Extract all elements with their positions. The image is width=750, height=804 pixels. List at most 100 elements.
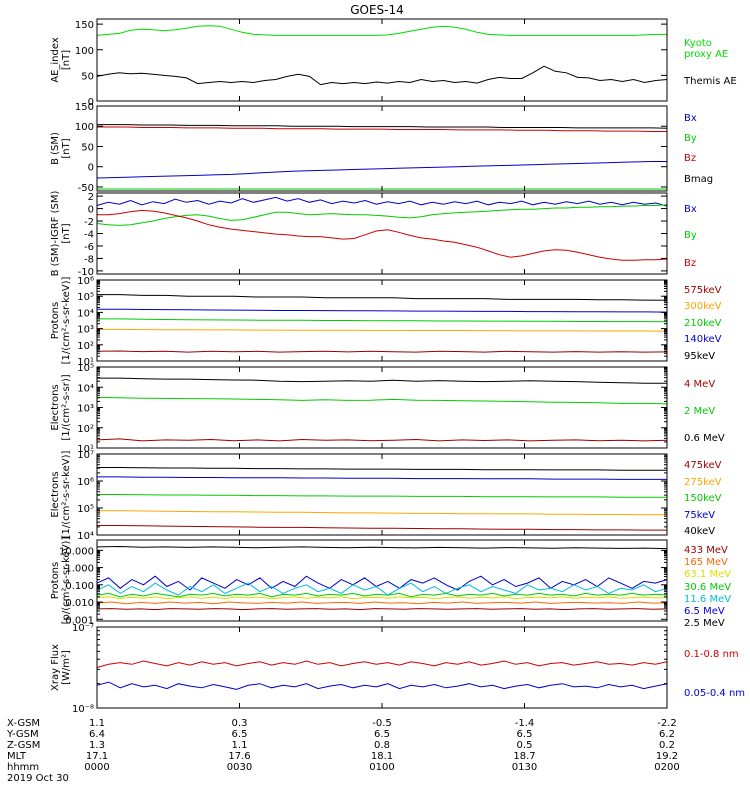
legend-entry: 63.1 MeV xyxy=(684,569,731,580)
panel-4: 10¹ 10² 10³ 10⁴ 10⁵ 10⁶ Protons[1/(cm²-s-sr-ke… xyxy=(50,276,722,368)
legend-entry: 30.6 MeV xyxy=(684,582,731,593)
y-tick-label: 10⁻⁸ xyxy=(72,704,94,715)
legend-entry: By xyxy=(684,133,697,144)
legend-entry: 433 MeV xyxy=(684,545,728,556)
y-axis-label: B (SM)-IGRF (SM)[nT] xyxy=(50,191,72,277)
y-axis-label: Xray Flux[W/m²] xyxy=(50,644,72,691)
legend-entry: 140keV xyxy=(684,334,722,345)
legend-entry: 475keV xyxy=(684,460,722,471)
ephemeris-value: 6.5 xyxy=(374,729,390,740)
ephemeris-value: 0.8 xyxy=(374,740,390,751)
y-tick-label: 0.100 xyxy=(65,581,94,592)
y-tick-label: 150 xyxy=(75,20,94,31)
series-line-150kev xyxy=(97,494,667,498)
ephemeris-value: -0.5 xyxy=(372,718,392,729)
panel-frame xyxy=(96,18,668,102)
series-line-165-mev xyxy=(96,575,668,591)
series-line-63-1-mev xyxy=(96,582,668,596)
y-tick-label: 10³ xyxy=(77,325,94,336)
ephemeris-value: -1.4 xyxy=(515,718,535,729)
series-line-bz xyxy=(97,209,668,261)
panel-frame xyxy=(96,626,668,709)
series-line-6-5-mev xyxy=(96,601,668,605)
ephemeris-value: 0.2 xyxy=(659,740,675,751)
ephemeris-value: 6.4 xyxy=(89,729,105,740)
legend-entry: Bx xyxy=(684,204,697,215)
ephemeris-value: 0.3 xyxy=(232,718,248,729)
y-tick-label: 100 xyxy=(75,122,94,133)
ephemeris-value: 17.6 xyxy=(228,751,250,762)
ephemeris-value: 6.5 xyxy=(232,729,248,740)
y-axis-label: AE_index[nT] xyxy=(50,37,72,83)
panel-frame xyxy=(96,453,668,536)
series-line-bx xyxy=(96,196,668,207)
y-tick-label: 2 xyxy=(88,192,94,203)
legend-entry: 0.6 MeV xyxy=(684,433,725,444)
series-line-0-6-mev xyxy=(96,438,668,442)
legend-entry: Bz xyxy=(684,258,696,269)
y-tick-label: 0.001 xyxy=(65,615,94,626)
y-tick-label: 10⁴ xyxy=(77,531,94,542)
legend-entry: By xyxy=(684,230,697,241)
series-line-0-05-0-4-nm xyxy=(96,681,668,690)
ephemeris-value: 0000 xyxy=(84,762,109,773)
panel-3: -10 -8-6-4 -20 2 B (SM)-IGRF (SM)[nT] Bx By Bz xyxy=(50,191,697,278)
series-line-bmag xyxy=(97,124,668,129)
y-tick-label: 0.010 xyxy=(65,598,94,609)
series-line-40kev xyxy=(97,525,667,531)
y-tick-label: -2 xyxy=(84,217,94,228)
y-tick-label: -10 xyxy=(78,267,94,278)
series-line-95kev xyxy=(96,350,668,353)
series-line-30-6-mev xyxy=(96,592,668,598)
ephemeris-value: 18.1 xyxy=(371,751,393,762)
series-line-75kev xyxy=(97,510,667,516)
y-tick-label: -4 xyxy=(84,230,94,241)
ephemeris-row-label: Z-GSM xyxy=(7,740,40,751)
legend-entry: 4 MeV xyxy=(684,379,715,390)
series-line-2-5-mev xyxy=(96,608,668,611)
series-line-140kev xyxy=(97,328,668,332)
y-tick-label: 0 xyxy=(88,163,94,174)
legend-entry: 2.5 MeV xyxy=(684,618,725,629)
y-tick-label: -8 xyxy=(84,254,94,265)
panel-2: -50 0 50 100 150 B (SM)[nT] Bx By Bz Bmag xyxy=(50,102,713,194)
y-tick-label: 100 xyxy=(75,46,94,57)
ephemeris-value: 17.1 xyxy=(86,751,108,762)
legend-entry: 95keV xyxy=(684,351,715,362)
ephemeris-value: 0.5 xyxy=(517,740,533,751)
legend-entry: 210keV xyxy=(684,318,722,329)
y-tick-label: 10⁵ xyxy=(77,292,94,303)
panel-7: 0.001 0.010 0.100 1.000 10.000Protons[p/(cm²… xyxy=(50,537,731,629)
panel-6: 10⁴ 10⁵ 10⁶ 10⁷ Electrons[1/(cm²-s-sr-keV)] 4… xyxy=(50,450,722,542)
y-tick-label: 10⁴ xyxy=(77,383,94,394)
y-tick-label: -6 xyxy=(84,242,94,253)
legend-entry: 0.05-0.4 nm xyxy=(684,688,745,699)
y-tick-label: 10¹ xyxy=(77,444,94,455)
series-line-0-1-0-8-nm xyxy=(96,660,668,668)
panel-5: 10¹ 10² 10³ 10⁴ 10⁵ Electrons[1/(cm²-s-sr)] 4 … xyxy=(50,363,725,455)
y-axis-label: Protons[1/(cm²-s-sr-keV)] xyxy=(50,277,72,365)
ephemeris-value: 0030 xyxy=(227,762,252,773)
legend-entry: 11.6 MeV xyxy=(684,594,731,605)
y-axis-label: Electrons[1/(cm²-s-sr)] xyxy=(50,374,72,440)
ephemeris-value: 19.2 xyxy=(656,751,678,762)
series-line-bz xyxy=(97,126,667,132)
ephemeris-value: 1.1 xyxy=(232,740,248,751)
y-axis-label: B (SM)[nT] xyxy=(50,132,72,165)
series-line-11-6-mev xyxy=(96,596,668,600)
series-line-575kev xyxy=(97,294,668,301)
y-tick-label: 10² xyxy=(77,341,94,352)
legend-entry: 165 MeV xyxy=(684,557,728,568)
series-line-bx xyxy=(96,161,667,179)
series-line-300kev xyxy=(97,308,668,313)
legend-entry: Themis AE xyxy=(683,76,737,87)
y-tick-label: 10⁵ xyxy=(77,504,94,515)
y-axis-label: Protons[p/(cm²-s-sr-keV)] xyxy=(50,537,72,625)
panel-frame xyxy=(96,105,668,192)
plot-title: GOES-14 xyxy=(350,3,404,17)
ephemeris-row-label: Y-GSM xyxy=(6,729,39,740)
legend-entry: 575keV xyxy=(684,285,722,296)
legend-entry: proxy AE xyxy=(684,49,728,60)
